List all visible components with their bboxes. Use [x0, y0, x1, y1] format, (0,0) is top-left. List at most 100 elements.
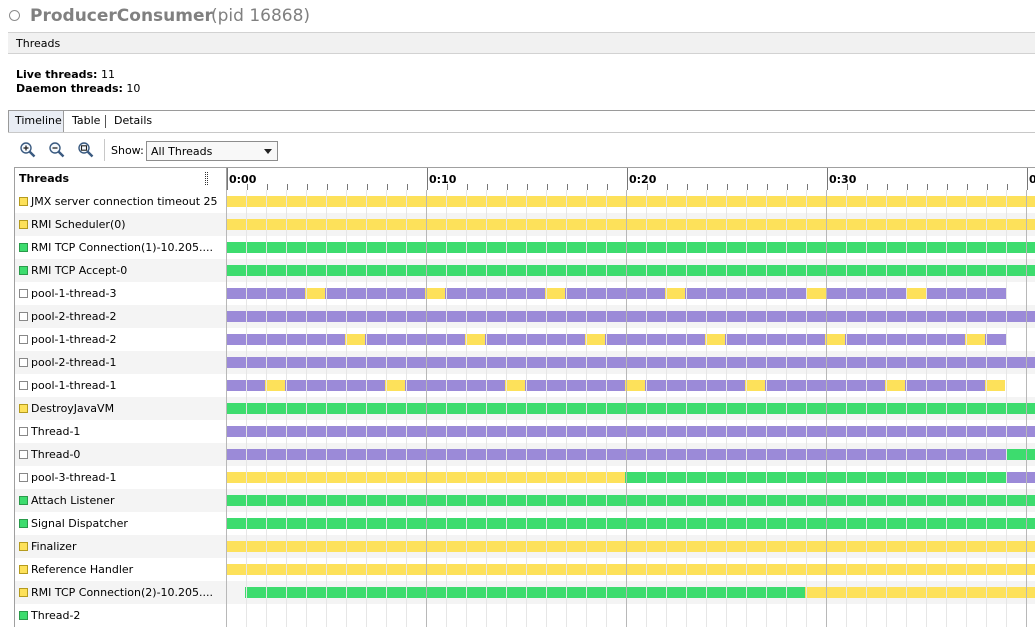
thread-state-segment [227, 564, 1035, 575]
show-filter-select[interactable]: All Threads [146, 141, 278, 161]
thread-state-icon [19, 542, 28, 551]
thread-row[interactable]: Attach Listener [15, 489, 1035, 512]
thread-state-icon [19, 220, 28, 229]
thread-name: JMX server connection timeout 25 [31, 195, 218, 208]
axis-minor-tick [647, 184, 648, 190]
thread-row[interactable]: Signal Dispatcher [15, 512, 1035, 535]
thread-track [226, 512, 1035, 535]
thread-name: Thread-0 [31, 448, 81, 461]
thread-row[interactable]: Thread-0 [15, 443, 1035, 466]
axis-minor-tick [787, 184, 788, 190]
thread-track [226, 604, 1035, 627]
thread-row[interactable]: pool-1-thread-3 [15, 282, 1035, 305]
thread-summary: Live threads: 11 Daemon threads: 10 [16, 68, 140, 96]
thread-row[interactable]: RMI TCP Connection(2)-10.205.... [15, 581, 1035, 604]
thread-track [226, 443, 1035, 466]
thread-state-segment [1007, 449, 1035, 460]
section-title: Threads [16, 37, 61, 50]
axis-minor-tick [307, 184, 308, 190]
thread-state-icon [19, 588, 28, 597]
thread-state-segment [685, 288, 807, 299]
thread-state-segment [525, 380, 625, 391]
thread-state-icon [19, 289, 28, 298]
thread-row[interactable]: JMX server connection timeout 25 [15, 190, 1035, 213]
zoom-in-icon[interactable] [19, 141, 37, 159]
thread-state-segment [705, 334, 725, 345]
thread-state-segment [845, 334, 965, 345]
thread-name: RMI TCP Connection(1)-10.205.... [31, 241, 214, 254]
view-tabs: Timeline Table Details [8, 110, 1035, 132]
axis-major-tick [427, 168, 428, 190]
thread-state-segment [927, 288, 1007, 299]
thread-state-segment [227, 426, 1035, 437]
thread-name: Thread-1 [31, 425, 81, 438]
thread-row[interactable]: pool-1-thread-2 [15, 328, 1035, 351]
axis-major-tick [227, 168, 228, 190]
threads-header-label: Threads [19, 172, 70, 185]
thread-row[interactable]: DestroyJavaVM [15, 397, 1035, 420]
thread-row[interactable]: RMI TCP Accept-0 [15, 259, 1035, 282]
axis-minor-tick [767, 184, 768, 190]
axis-minor-tick [507, 184, 508, 190]
thread-track [226, 190, 1035, 213]
thread-state-segment [807, 288, 827, 299]
thread-row[interactable]: Thread-1 [15, 420, 1035, 443]
tab-separator [105, 115, 106, 128]
thread-state-segment [905, 380, 985, 391]
thread-name: pool-2-thread-1 [31, 356, 117, 369]
app-pid: (pid 16868) [211, 6, 311, 26]
thread-row[interactable]: pool-1-thread-1 [15, 374, 1035, 397]
thread-state-segment [827, 288, 907, 299]
zoom-fit-icon[interactable] [77, 141, 95, 159]
thread-state-segment [765, 380, 885, 391]
thread-track [226, 420, 1035, 443]
thread-row[interactable]: pool-2-thread-2 [15, 305, 1035, 328]
axis-minor-tick [867, 184, 868, 190]
thread-state-segment [305, 288, 325, 299]
thread-track [226, 282, 1035, 305]
thread-row[interactable]: Thread-2 [15, 604, 1035, 627]
title-bar: ProducerConsumer (pid 16868) [0, 0, 1035, 32]
thread-name: RMI TCP Accept-0 [31, 264, 128, 277]
thread-row[interactable]: pool-2-thread-1 [15, 351, 1035, 374]
thread-name: pool-1-thread-1 [31, 379, 117, 392]
thread-rows: JMX server connection timeout 25 RMI Sche… [15, 190, 1035, 627]
tab-details[interactable]: Details [114, 114, 153, 127]
thread-state-segment [345, 334, 365, 345]
thread-name: RMI Scheduler(0) [31, 218, 126, 231]
thread-state-segment [365, 334, 465, 345]
thread-state-segment [825, 334, 845, 345]
thread-state-segment [227, 334, 345, 345]
axis-minor-tick [407, 184, 408, 190]
toolbar-separator [104, 139, 105, 161]
thread-row[interactable]: RMI Scheduler(0) [15, 213, 1035, 236]
thread-state-segment [665, 288, 685, 299]
axis-minor-tick [327, 184, 328, 190]
column-resize-handle[interactable] [205, 172, 208, 185]
thread-state-segment [325, 288, 425, 299]
axis-minor-tick [807, 184, 808, 190]
thread-row[interactable]: Finalizer [15, 535, 1035, 558]
thread-row[interactable]: Reference Handler [15, 558, 1035, 581]
axis-tick-label: 0:40 [1029, 173, 1035, 186]
thread-name: pool-2-thread-2 [31, 310, 117, 323]
tab-table[interactable]: Table [72, 114, 101, 127]
axis-minor-tick [387, 184, 388, 190]
axis-tick-label: 0:20 [629, 173, 657, 186]
thread-track [226, 259, 1035, 282]
thread-state-segment [227, 219, 1035, 230]
thread-state-segment [227, 449, 1007, 460]
thread-track [226, 236, 1035, 259]
section-header: Threads [8, 32, 1035, 54]
thread-state-segment [227, 472, 625, 483]
thread-row[interactable]: pool-3-thread-1 [15, 466, 1035, 489]
zoom-out-icon[interactable] [48, 141, 66, 159]
thread-state-segment [227, 380, 265, 391]
threads-column-header[interactable]: Threads [15, 168, 226, 190]
axis-minor-tick [487, 184, 488, 190]
axis-minor-tick [987, 184, 988, 190]
tab-timeline[interactable]: Timeline [8, 111, 64, 132]
thread-row[interactable]: RMI TCP Connection(1)-10.205.... [15, 236, 1035, 259]
thread-state-segment [1007, 472, 1035, 483]
axis-minor-tick [247, 184, 248, 190]
